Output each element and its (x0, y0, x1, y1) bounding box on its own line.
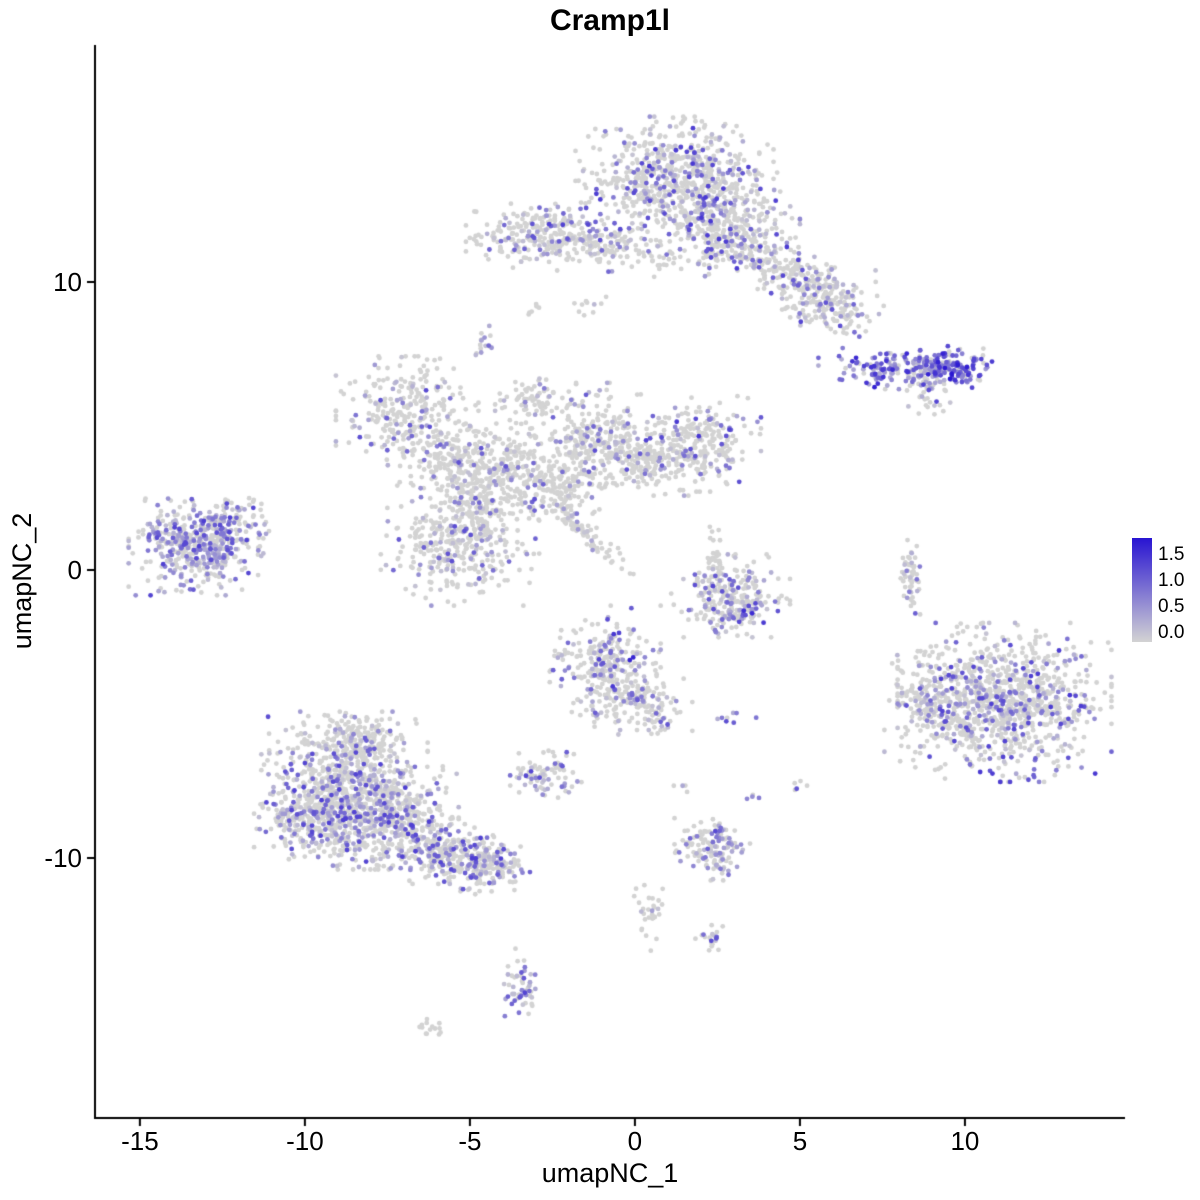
x-tick-label: 0 (627, 1126, 643, 1156)
y-tick-label: 0 (67, 554, 82, 585)
x-tick-label: -15 (121, 1126, 159, 1156)
y-tick-label: 10 (53, 267, 82, 297)
plot-title: Cramp1l (549, 4, 671, 37)
x-tick-label: 5 (792, 1126, 808, 1156)
x-axis-title: umapNC_1 (541, 1158, 679, 1188)
y-tick-label: -10 (44, 842, 82, 873)
x-tick-label: -5 (458, 1126, 482, 1156)
x-tick-label: -10 (286, 1126, 324, 1156)
x-tick-label: 10 (950, 1126, 980, 1156)
